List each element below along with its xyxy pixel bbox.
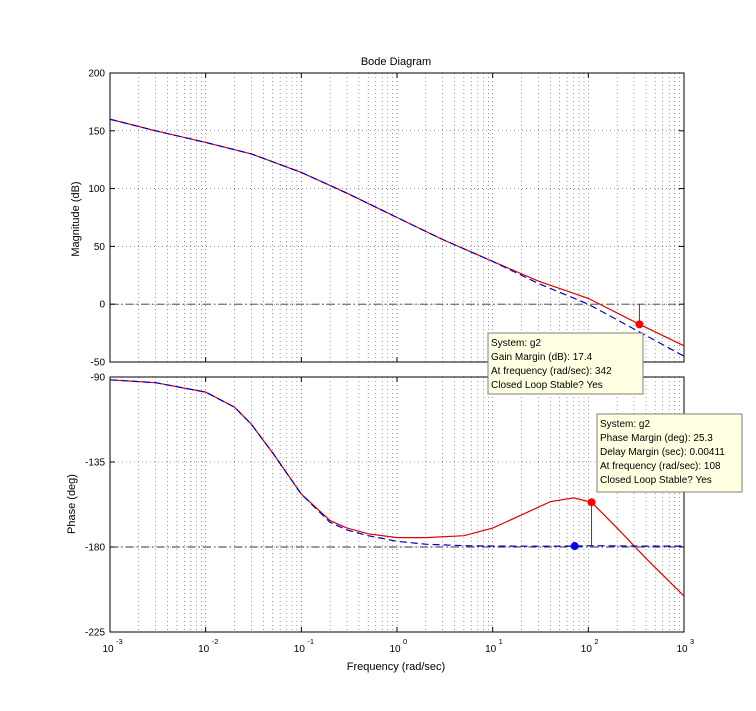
x-tick-exponent: -1 <box>307 637 314 646</box>
x-tick-exponent: -3 <box>116 637 123 646</box>
x-tick-label: 10 <box>485 644 497 655</box>
datatip-box <box>596 413 743 493</box>
datatip-line: System: g2 <box>491 338 541 349</box>
magnitude-axis-label: Magnitude (dB) <box>70 181 82 256</box>
datatip-line: Closed Loop Stable? Yes <box>491 380 603 391</box>
magnitude-plot[interactable]: -50 0 50 100 150 200 <box>88 69 685 369</box>
phase-plot[interactable]: -225 -180 -135 -90 <box>85 373 685 639</box>
magnitude-y-tick-label: 0 <box>99 300 105 311</box>
phase-y-tick-label: -135 <box>85 458 105 469</box>
x-tick-exponent: 1 <box>499 637 503 646</box>
phase-margin-datatip: System: g2 Phase Margin (deg): 25.3 Delay … <box>596 413 743 493</box>
magnitude-y-tick-label: 100 <box>88 184 105 195</box>
annotations: System: g2 Gain Margin (dB): 17.4 At frequ… <box>487 332 743 493</box>
datatip-line: At frequency (rad/sec): 342 <box>491 366 612 377</box>
frequency-axis-label: Frequency (rad/sec) <box>347 661 445 673</box>
magnitude-y-tick-label: 200 <box>88 69 105 80</box>
phase-crossover-marker <box>570 542 579 551</box>
datatip-box <box>487 332 644 395</box>
datatip-line: Phase Margin (deg): 25.3 <box>600 433 713 444</box>
phase-y-tick-label: -225 <box>85 628 105 639</box>
x-tick-label: 10 <box>198 644 210 655</box>
x-tick-label: 10 <box>581 644 593 655</box>
x-tick-label: 10 <box>102 644 114 655</box>
x-tick-exponent: -2 <box>212 637 219 646</box>
gain-margin-datatip: System: g2 Gain Margin (dB): 17.4 At frequ… <box>487 332 644 395</box>
datatip-line: Gain Margin (dB): 17.4 <box>491 352 593 363</box>
phase-y-tick-label: -90 <box>91 373 106 384</box>
x-tick-label: 10 <box>294 644 306 655</box>
datatip-line: Closed Loop Stable? Yes <box>600 475 712 486</box>
magnitude-y-tick-label: 150 <box>88 126 105 137</box>
gain-margin-marker <box>635 320 644 329</box>
datatip-line: System: g2 <box>600 419 650 430</box>
magnitude-series-solid <box>110 118 684 347</box>
phase-axis-label: Phase (deg) <box>66 474 78 534</box>
x-tick-exponent: 0 <box>403 637 407 646</box>
phase-margin-marker <box>587 498 596 507</box>
magnitude-y-tick-label: -50 <box>91 358 106 369</box>
magnitude-y-tick-label: 50 <box>94 242 106 253</box>
phase-series-dashed <box>110 379 684 547</box>
chart-title: Bode Diagram <box>361 56 431 68</box>
datatip-line: Delay Margin (sec): 0.00411 <box>600 447 725 458</box>
datatip-line: At frequency (rad/sec): 108 <box>600 461 721 472</box>
x-tick-label: 10 <box>389 644 401 655</box>
x-tick-exponent: 3 <box>690 637 694 646</box>
x-tick-exponent: 2 <box>594 637 598 646</box>
x-tick-label: 10 <box>676 644 688 655</box>
phase-y-tick-label: -180 <box>85 543 105 554</box>
